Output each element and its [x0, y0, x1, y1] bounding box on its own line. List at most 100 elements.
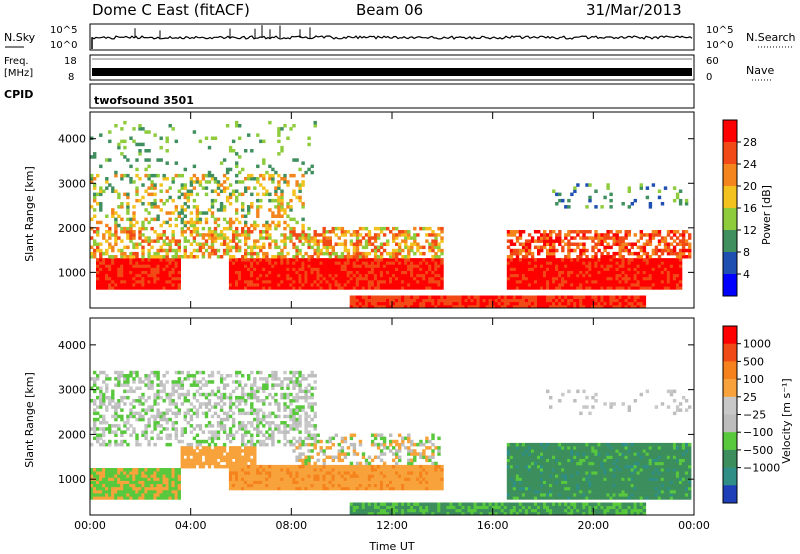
heatmap-cell	[174, 389, 178, 394]
heatmap-cell	[114, 417, 118, 422]
heatmap-cell	[102, 489, 106, 494]
heatmap-cell	[289, 483, 293, 488]
heatmap-cell	[331, 251, 335, 256]
heatmap-cell	[231, 283, 236, 287]
heatmap-cell	[162, 374, 166, 378]
heatmap-cell	[180, 220, 184, 225]
heatmap-cell	[147, 483, 151, 488]
heatmap-cell	[600, 270, 604, 275]
heatmap-cell	[250, 248, 254, 253]
heatmap-cell	[355, 233, 360, 237]
heatmap-cell	[105, 493, 109, 497]
heatmap-cell	[241, 276, 245, 281]
heatmap-cell	[132, 279, 136, 284]
heatmap-cell	[316, 276, 320, 281]
heatmap-cell	[543, 245, 547, 250]
heatmap-cell	[582, 230, 586, 234]
heatmap-cell	[238, 486, 242, 491]
heatmap-cell	[624, 248, 628, 253]
heatmap-cell	[555, 270, 559, 275]
heatmap-cell	[235, 248, 239, 253]
heatmap-cell	[437, 276, 441, 281]
heatmap-cell	[189, 230, 194, 234]
heatmap-cell	[213, 189, 218, 193]
heatmap-cell	[627, 205, 631, 209]
heatmap-cell	[570, 264, 574, 268]
heatmap-cell	[253, 177, 257, 181]
heatmap-cell	[228, 167, 233, 172]
heatmap-cell	[497, 298, 502, 303]
heatmap-cell	[585, 276, 589, 281]
heatmap-cell	[573, 276, 577, 281]
heatmap-cell	[111, 399, 115, 403]
heatmap-cell	[434, 261, 438, 265]
heatmap-cell	[407, 298, 411, 303]
heatmap-cell	[669, 267, 674, 271]
heatmap-cell	[195, 414, 200, 419]
heatmap-cell	[537, 264, 541, 268]
heatmap-cell	[355, 261, 360, 265]
heatmap-cell	[228, 276, 233, 281]
heatmap-cell	[358, 242, 363, 246]
heatmap-cell	[386, 298, 390, 303]
heatmap-cell	[183, 452, 187, 456]
heatmap-cell	[244, 424, 248, 428]
heatmap-cell	[688, 248, 692, 253]
heatmap-cell	[241, 480, 245, 484]
heatmap-cell	[561, 198, 565, 203]
heatmap-cell	[506, 264, 511, 268]
heatmap-cell	[256, 386, 260, 390]
heatmap-cell	[135, 496, 139, 500]
heatmap-cell	[277, 408, 281, 412]
heatmap-cell	[96, 477, 100, 481]
heatmap-cell	[99, 471, 103, 475]
heatmap-cell	[382, 264, 387, 268]
heatmap-cell	[322, 239, 326, 243]
heatmap-cell	[159, 158, 163, 162]
heatmap-cell	[642, 233, 647, 237]
heatmap-cell	[621, 273, 625, 278]
heatmap-cell	[117, 142, 121, 147]
heatmap-cell	[262, 424, 266, 428]
heatmap-cell	[612, 298, 616, 303]
heatmap-cell	[162, 474, 166, 478]
heatmap-cell	[235, 164, 239, 169]
heatmap-cell	[147, 408, 151, 412]
heatmap-cell	[120, 279, 124, 284]
heatmap-cell	[268, 242, 272, 246]
heatmap-cell	[235, 195, 239, 200]
heatmap-cell	[216, 452, 221, 456]
heatmap-cell	[256, 389, 260, 394]
heatmap-cell	[322, 233, 326, 237]
heatmap-cell	[376, 273, 381, 278]
heatmap-cell	[280, 395, 284, 400]
heatmap-cell	[603, 195, 607, 200]
heatmap-cell	[259, 417, 263, 422]
heatmap-cell	[455, 295, 459, 299]
heatmap-cell	[274, 424, 278, 428]
heatmap-cell	[177, 383, 181, 387]
heatmap-cell	[370, 304, 375, 309]
heatmap-cell	[612, 270, 616, 275]
heatmap-cell	[108, 183, 112, 187]
heatmap-cell	[108, 283, 112, 287]
heatmap-cell	[603, 245, 607, 250]
heatmap-cell	[382, 233, 387, 237]
heatmap-cell	[153, 374, 157, 378]
heatmap-cell	[177, 480, 181, 484]
heatmap-cell	[129, 177, 133, 181]
heatmap-cell	[313, 273, 317, 278]
heatmap-cell	[567, 298, 571, 303]
heatmap-cell	[159, 183, 163, 187]
heatmap-cell	[117, 380, 121, 384]
heatmap-cell	[235, 452, 239, 456]
heatmap-cell	[216, 217, 221, 222]
heatmap-cell	[651, 251, 656, 256]
heatmap-cell	[250, 408, 254, 412]
heatmap-cell	[253, 455, 257, 459]
heatmap-cell	[235, 161, 239, 165]
heatmap-cell	[105, 427, 109, 431]
heatmap-cell	[96, 267, 100, 271]
heatmap-cell	[389, 279, 393, 284]
heatmap-cell	[540, 273, 544, 278]
